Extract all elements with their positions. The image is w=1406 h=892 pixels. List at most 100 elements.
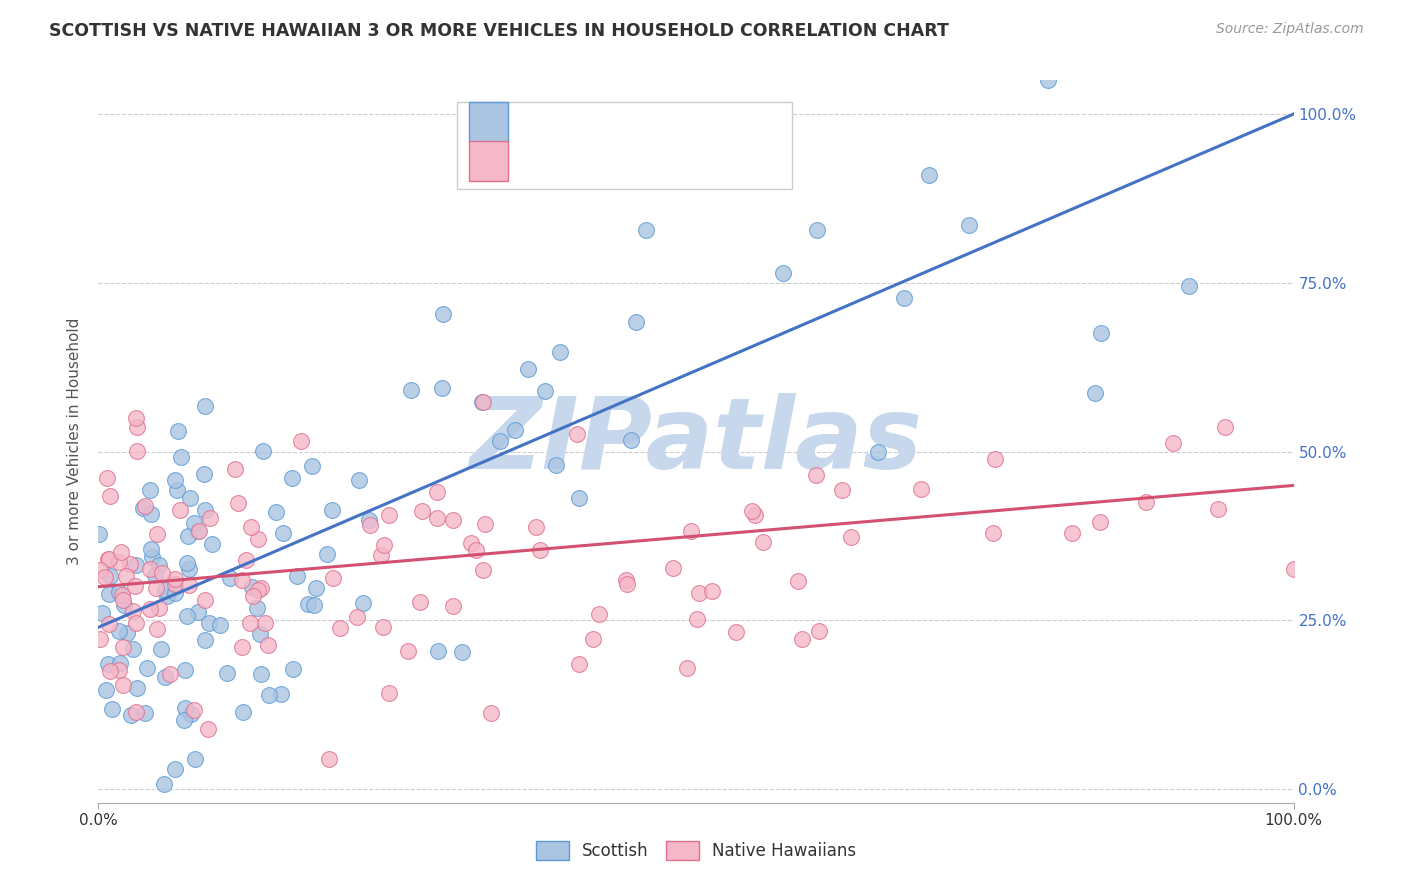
Point (177, 561, 200, 575)
Point (125, 558, 148, 572)
Text: Source: ZipAtlas.com: Source: ZipAtlas.com (1216, 22, 1364, 37)
Point (281, 471, 304, 485)
Point (565, 426, 588, 441)
Point (247, 583, 270, 598)
Point (184, 752, 207, 766)
Point (240, 580, 263, 594)
Point (174, 700, 197, 714)
Point (1036, 73, 1059, 87)
Point (352, 596, 374, 610)
Point (108, 555, 131, 569)
Point (112, 640, 135, 654)
Point (378, 686, 401, 700)
Point (359, 518, 381, 533)
Point (357, 513, 380, 527)
Text: 0.564: 0.564 (565, 113, 621, 131)
Point (471, 395, 494, 409)
Point (101, 702, 124, 716)
Point (984, 451, 1007, 466)
Point (373, 538, 395, 552)
Point (396, 644, 419, 658)
Point (1282, 562, 1305, 576)
Point (752, 535, 775, 549)
Point (426, 510, 449, 524)
Point (370, 548, 392, 562)
Point (322, 572, 344, 586)
Point (304, 599, 326, 613)
Point (432, 307, 454, 321)
Point (240, 520, 263, 534)
Point (173, 713, 195, 727)
Point (141, 550, 163, 565)
Point (124, 578, 146, 592)
Point (568, 657, 591, 671)
Text: ZIPatlas: ZIPatlas (470, 393, 922, 490)
Point (634, 223, 657, 237)
Point (125, 706, 148, 720)
Point (409, 595, 432, 609)
Point (89, 632, 111, 646)
Point (957, 218, 980, 232)
Point (249, 627, 271, 641)
Point (807, 624, 830, 638)
Point (329, 621, 352, 635)
Point (686, 611, 709, 625)
Point (614, 574, 637, 588)
Point (866, 445, 889, 459)
Point (170, 450, 193, 464)
Point (148, 601, 170, 615)
Point (107, 624, 129, 638)
Point (93, 570, 115, 584)
Point (377, 508, 399, 523)
Point (169, 503, 191, 517)
Point (159, 666, 181, 681)
Point (441, 599, 464, 614)
Point (188, 524, 211, 538)
Point (548, 345, 571, 359)
Point (108, 664, 131, 678)
Point (1088, 515, 1111, 529)
Point (143, 567, 166, 582)
Point (112, 598, 135, 612)
Point (98, 587, 121, 601)
Point (242, 589, 264, 603)
Point (118, 558, 141, 572)
Point (97, 657, 120, 671)
Point (546, 458, 568, 472)
Point (246, 601, 269, 615)
Point (1084, 386, 1107, 401)
Point (110, 544, 132, 558)
Point (125, 615, 148, 630)
Text: 0.346: 0.346 (565, 153, 621, 170)
Point (426, 485, 449, 500)
Point (346, 610, 368, 624)
Point (97, 617, 120, 632)
Point (138, 483, 160, 497)
Point (111, 588, 134, 602)
Point (91, 607, 114, 621)
Point (1206, 501, 1229, 516)
Point (134, 499, 156, 513)
Point (259, 689, 281, 703)
Point (524, 519, 547, 533)
Point (271, 526, 294, 541)
Point (1135, 495, 1157, 509)
Point (806, 223, 828, 237)
Point (98, 569, 121, 583)
Point (155, 583, 177, 598)
Point (96, 682, 118, 697)
Point (744, 508, 766, 522)
Point (173, 663, 195, 677)
Legend: Scottish, Native Hawaiians: Scottish, Native Hawaiians (529, 834, 863, 867)
Point (141, 542, 163, 557)
Point (153, 670, 176, 684)
Point (290, 434, 312, 449)
Point (831, 483, 853, 497)
Point (910, 482, 932, 496)
Point (176, 529, 198, 543)
Point (464, 543, 486, 558)
Point (792, 632, 814, 647)
Point (318, 752, 340, 766)
Point (451, 644, 474, 658)
Point (235, 552, 257, 566)
